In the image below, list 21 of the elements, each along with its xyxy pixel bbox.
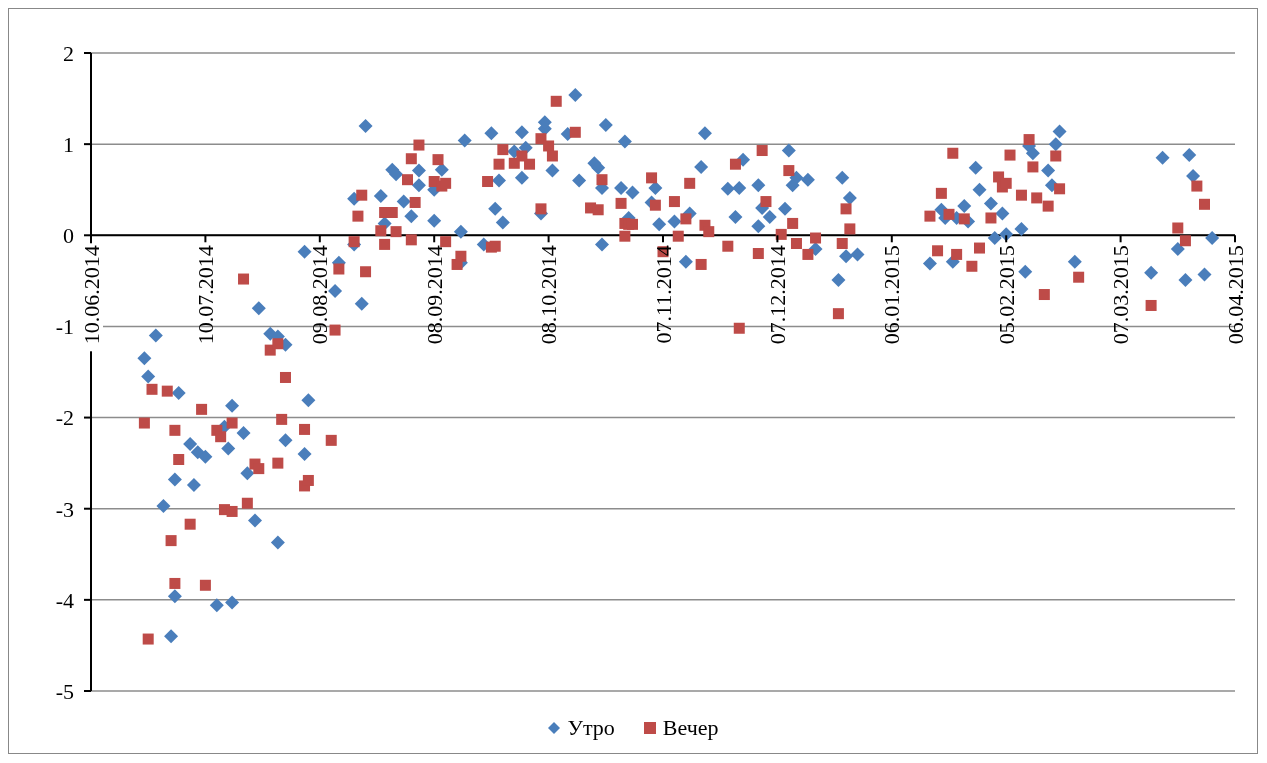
- x-tick-label: 10.06.2014: [78, 245, 104, 345]
- y-tick-label: -1: [55, 314, 74, 340]
- y-tick-label: -5: [55, 678, 74, 704]
- x-tick-label: 07.03.2015: [1108, 245, 1134, 345]
- x-tick-label: 06.04.2015: [1222, 245, 1248, 345]
- x-tick-label: 08.10.2014: [536, 245, 562, 345]
- y-tick-label: -4: [55, 587, 74, 613]
- y-tick-label: 0: [63, 223, 74, 249]
- x-tick-label: 10.07.2014: [192, 245, 218, 345]
- y-tick-label: 2: [63, 40, 74, 66]
- y-tick-label: -3: [55, 496, 74, 522]
- x-tick-label: 06.01.2015: [879, 245, 905, 345]
- legend-label: Вечер: [662, 715, 719, 741]
- x-tick-label: 05.02.2015: [993, 245, 1019, 345]
- x-tick-label: 09.08.2014: [307, 245, 333, 345]
- legend-label: Утро: [567, 715, 615, 741]
- y-tick-label: -2: [55, 405, 74, 431]
- x-tick-label: 08.09.2014: [421, 245, 447, 345]
- x-tick-label: 07.12.2014: [764, 245, 790, 345]
- y-tick-label: 1: [63, 131, 74, 157]
- x-tick-label: 07.11.2014: [650, 245, 676, 344]
